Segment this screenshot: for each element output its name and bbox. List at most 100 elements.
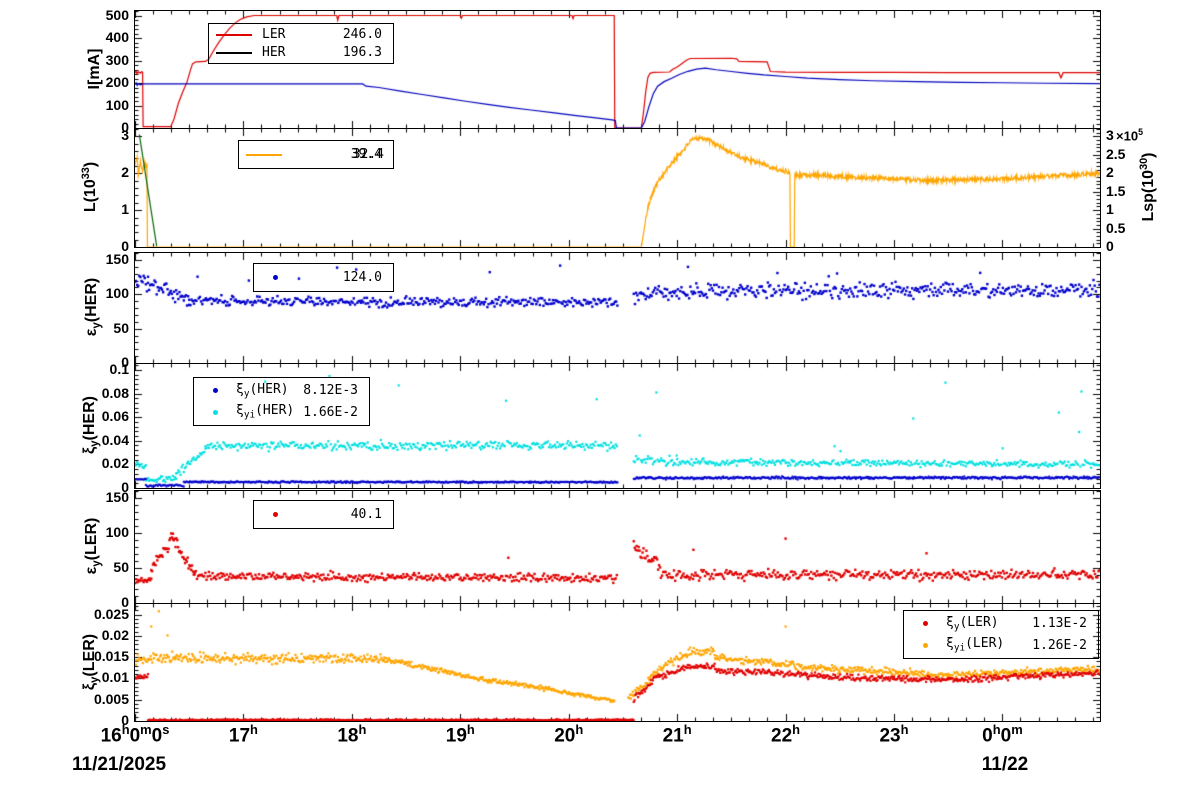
legend-label: ξyi(LER) bbox=[946, 636, 1005, 655]
right-tick-label: 2.5 bbox=[1106, 145, 1126, 162]
y-tick-label: 150 bbox=[105, 250, 129, 267]
legend-dot-marker bbox=[273, 512, 278, 517]
y-tick-label: 0 bbox=[121, 238, 129, 254]
right-tick-label: 0 bbox=[1106, 238, 1114, 254]
y-tick-label: 0 bbox=[121, 712, 129, 728]
right-axis-exponent: ×105 bbox=[1116, 127, 1143, 144]
legend-value: 8.12E-3 bbox=[303, 383, 358, 399]
right-tick-label: 0.5 bbox=[1106, 219, 1126, 236]
y-axis-title-xi-ler: ξy(LER) bbox=[80, 633, 102, 690]
legend-label: ξy(LER) bbox=[946, 614, 999, 633]
y-tick-label: 0.025 bbox=[93, 605, 129, 622]
y-tick-label: 0.015 bbox=[93, 648, 129, 665]
legend-line-marker bbox=[216, 33, 252, 36]
x-tick-label: 21h bbox=[662, 722, 692, 747]
x-tick-label: 16h0m0s bbox=[100, 722, 170, 747]
y-axis-title-xi-her: ξy(HER) bbox=[80, 396, 102, 454]
right-tick-label: 1 bbox=[1106, 201, 1114, 218]
legend-value: 1.66E-2 bbox=[303, 404, 358, 420]
y-tick-label: 300 bbox=[105, 51, 129, 68]
y-tick-label: 0.06 bbox=[101, 408, 129, 425]
chart-canvas-luminosity bbox=[135, 129, 1100, 247]
legend-dot-marker bbox=[923, 642, 928, 648]
y-tick-label: 2 bbox=[121, 164, 129, 181]
legend-beam-currents: LER 246.0 HER 196.3 bbox=[208, 23, 394, 64]
y-tick-label: 100 bbox=[105, 285, 129, 302]
end-date-label: 11/22 bbox=[981, 754, 1029, 775]
legend-dot-marker bbox=[923, 621, 928, 627]
right-tick-label: 3 bbox=[1106, 127, 1114, 144]
y-tick-label: 100 bbox=[105, 96, 129, 113]
chart-canvas-beam-currents bbox=[135, 11, 1100, 128]
legend-dot-marker bbox=[273, 275, 278, 280]
x-tick-label: 20h bbox=[554, 722, 584, 747]
legend-entry: ξyi(HER) 1.66E-2 bbox=[194, 403, 369, 421]
right-tick-label: 2 bbox=[1106, 164, 1114, 181]
right-axis-title-luminosity: Lsp(1030) bbox=[1137, 152, 1158, 222]
panel-luminosity bbox=[134, 128, 1101, 248]
panel-beam-currents bbox=[134, 10, 1101, 129]
chart-canvas-xi-her bbox=[135, 364, 1100, 488]
chart-canvas-ey-ler bbox=[135, 491, 1100, 603]
y-tick-label: 0 bbox=[121, 594, 129, 610]
legend-entry: 39.4 32.4 bbox=[239, 147, 393, 162]
legend-value: 40.1 bbox=[350, 507, 382, 522]
y-tick-label: 0.02 bbox=[101, 455, 129, 472]
legend-entry: ξyi(LER) 1.26E-2 bbox=[904, 636, 1098, 654]
y-tick-label: 1 bbox=[121, 201, 129, 218]
x-tick-label: 17h bbox=[228, 722, 258, 747]
legend-dot-marker bbox=[213, 388, 218, 394]
x-tick-label: 0h0m bbox=[982, 722, 1023, 747]
legend-value: 1.13E-2 bbox=[1032, 616, 1087, 632]
y-axis-title-beam-currents: I[mA] bbox=[86, 48, 103, 89]
y-tick-label: 0.04 bbox=[101, 431, 129, 448]
legend-xi-her: ξy(HER) 8.12E-3 ξyi(HER) 1.66E-2 bbox=[193, 377, 370, 426]
legend-value: 124.0 bbox=[342, 270, 382, 285]
y-tick-label: 100 bbox=[105, 524, 129, 540]
start-date-label: 11/21/2025 bbox=[72, 754, 167, 775]
y-tick-label: 200 bbox=[105, 74, 129, 90]
y-axis-title-ey-her: εy(HER) bbox=[82, 277, 104, 337]
y-tick-label: 0.01 bbox=[101, 669, 129, 686]
y-tick-label: 50 bbox=[113, 559, 129, 575]
y-tick-label: 50 bbox=[113, 319, 129, 336]
y-tick-label: 0 bbox=[121, 479, 129, 495]
legend-entry: ξy(HER) 8.12E-3 bbox=[194, 382, 369, 400]
y-axis-title-ey-ler: εy(LER) bbox=[82, 517, 104, 575]
chart-canvas-xi-ler bbox=[135, 604, 1100, 721]
y-tick-label: 500 bbox=[105, 6, 129, 23]
y-tick-label: 400 bbox=[105, 29, 129, 45]
legend-label: ξyi(HER) bbox=[236, 403, 295, 422]
legend-value: 1.26E-2 bbox=[1032, 637, 1087, 653]
legend-ey-her: 124.0 bbox=[253, 263, 394, 292]
chart-canvas-ey-her bbox=[135, 253, 1100, 363]
x-tick-label: 18h bbox=[337, 722, 367, 747]
y-tick-label: 3 bbox=[121, 127, 129, 144]
x-tick-label: 23h bbox=[879, 722, 909, 747]
panel-ey-her bbox=[134, 252, 1101, 364]
legend-entry: 124.0 bbox=[254, 270, 393, 285]
legend-line-marker bbox=[216, 51, 252, 54]
y-tick-label: 150 bbox=[105, 489, 129, 505]
legend-ey-ler: 40.1 bbox=[253, 500, 394, 529]
y-axis-title-luminosity: L(1033) bbox=[79, 161, 100, 213]
x-tick-label: 22h bbox=[771, 722, 801, 747]
legend-value: 39.4 32.4 bbox=[350, 147, 384, 162]
legend-luminosity: 39.4 32.4 bbox=[238, 140, 394, 169]
legend-entry: 40.1 bbox=[254, 507, 393, 522]
legend-label: LER bbox=[262, 27, 286, 42]
y-tick-label: 0.08 bbox=[101, 384, 129, 401]
legend-value: 246.0 bbox=[342, 27, 382, 42]
legend-entry: LER 246.0 bbox=[209, 27, 393, 42]
panel-xi-ler bbox=[134, 603, 1101, 722]
y-tick-label: 0.005 bbox=[93, 690, 129, 707]
panel-xi-her bbox=[134, 363, 1101, 489]
legend-dot-marker bbox=[213, 409, 218, 415]
y-tick-label: 0 bbox=[121, 354, 129, 370]
right-tick-label: 1.5 bbox=[1106, 182, 1126, 199]
panel-ey-ler bbox=[134, 490, 1101, 604]
legend-entry: ξy(LER) 1.13E-2 bbox=[904, 615, 1098, 633]
legend-label: HER bbox=[262, 45, 286, 60]
legend-xi-ler: ξy(LER) 1.13E-2 ξyi(LER) 1.26E-2 bbox=[903, 610, 1099, 659]
